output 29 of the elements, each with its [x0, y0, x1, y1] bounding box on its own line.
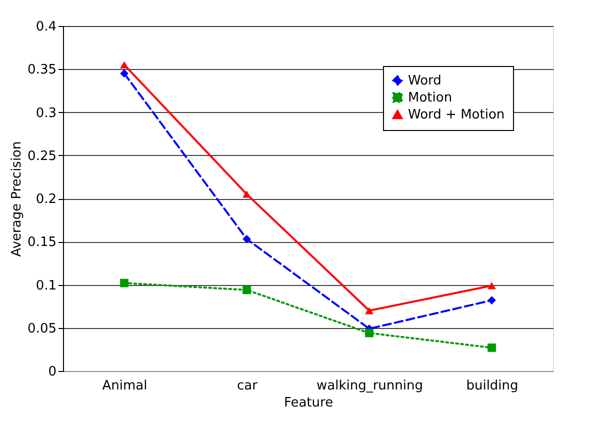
y-tick-label: 0.25	[28, 148, 56, 164]
point	[488, 296, 496, 304]
point	[365, 307, 374, 314]
y-tick-label: 0.1	[36, 278, 56, 294]
y-axis-title: Average Precision	[10, 141, 25, 257]
x-axis-title: Feature	[284, 396, 334, 410]
point	[365, 328, 374, 338]
y-tick-label: 0.4	[36, 20, 56, 34]
point	[488, 344, 496, 352]
x-tick-label: Animal	[102, 378, 148, 394]
y-tick-label: 0.35	[28, 62, 56, 78]
point	[242, 286, 251, 294]
legend-label: Motion	[408, 90, 452, 106]
point	[120, 278, 128, 288]
y-tick-label: 0.05	[28, 321, 56, 336]
point	[488, 282, 496, 290]
point	[120, 61, 128, 68]
point	[242, 190, 251, 198]
legend-label: Word	[408, 74, 442, 88]
x-tick-label: walking_running	[316, 378, 424, 394]
x-tick-label: building	[466, 378, 518, 394]
point	[120, 69, 128, 78]
y-tick-label: 0	[48, 364, 56, 380]
y-tick-label: 0.15	[28, 235, 56, 250]
y-tick-label: 0.3	[36, 106, 56, 121]
x-tick-label: car	[237, 378, 258, 394]
y-tick-label: 0.2	[36, 192, 56, 207]
point	[242, 234, 251, 244]
legend-label: Word + Motion	[408, 108, 505, 122]
